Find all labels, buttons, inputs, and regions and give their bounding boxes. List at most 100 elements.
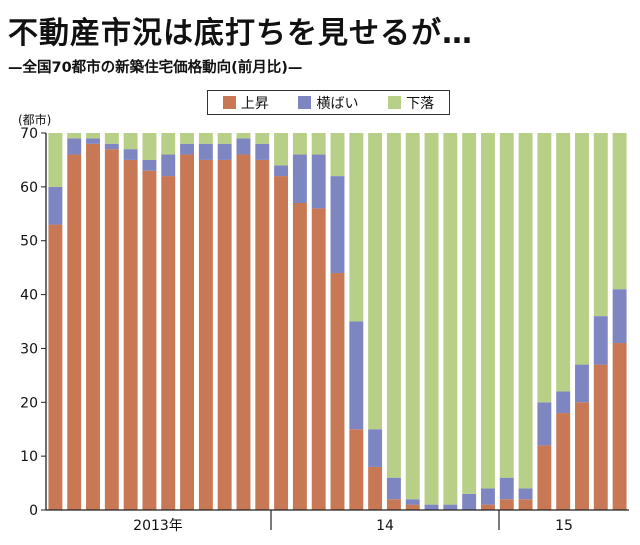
bar-flat-28 bbox=[575, 364, 589, 403]
bar-fall-16 bbox=[349, 133, 364, 322]
bar-fall-22 bbox=[462, 133, 477, 494]
bar-flat-8 bbox=[198, 143, 213, 160]
bar-flat-7 bbox=[180, 143, 195, 155]
legend-item-flat: 横ばい bbox=[298, 93, 358, 113]
bar-flat-22 bbox=[462, 493, 477, 510]
y-tick-label-5: 50 bbox=[20, 234, 38, 250]
bar-rise-9 bbox=[217, 159, 232, 510]
bar-rise-7 bbox=[180, 154, 195, 511]
bar-flat-26 bbox=[537, 402, 552, 446]
bar-fall-30 bbox=[612, 133, 627, 290]
bar-rise-16 bbox=[349, 429, 364, 510]
legend-swatch-rise bbox=[222, 96, 236, 109]
bar-rise-11 bbox=[255, 159, 270, 510]
y-tick-label-0: 0 bbox=[29, 503, 38, 519]
bar-rise-1 bbox=[67, 154, 82, 511]
bar-rise-15 bbox=[330, 273, 345, 510]
bar-rise-30 bbox=[612, 343, 627, 510]
bar-fall-1 bbox=[67, 133, 82, 139]
legend-item-rise: 上昇 bbox=[222, 93, 269, 113]
bar-fall-24 bbox=[499, 133, 514, 478]
bar-fall-18 bbox=[386, 133, 401, 478]
bar-flat-27 bbox=[556, 391, 571, 414]
legend-item-fall: 下落 bbox=[388, 93, 434, 113]
bar-rise-28 bbox=[575, 402, 589, 510]
bar-fall-27 bbox=[556, 133, 571, 392]
bar-rise-12 bbox=[274, 176, 289, 510]
legend-swatch-fall bbox=[388, 96, 402, 109]
bar-flat-1 bbox=[67, 138, 82, 155]
bar-rise-19 bbox=[405, 504, 420, 510]
bar-rise-25 bbox=[518, 499, 533, 510]
bar-rise-17 bbox=[368, 466, 383, 510]
bar-fall-15 bbox=[330, 133, 345, 177]
bar-rise-3 bbox=[104, 149, 119, 510]
bar-flat-30 bbox=[612, 289, 627, 344]
bar-rise-4 bbox=[123, 159, 138, 510]
bar-flat-5 bbox=[142, 159, 157, 171]
y-tick-label-2: 20 bbox=[20, 395, 38, 411]
bar-flat-24 bbox=[499, 477, 514, 500]
y-tick-label-1: 10 bbox=[20, 449, 38, 465]
legend-label-fall: 下落 bbox=[406, 95, 435, 112]
bar-rise-2 bbox=[86, 143, 100, 510]
bar-flat-4 bbox=[123, 149, 138, 160]
year-label-1: 14 bbox=[376, 518, 394, 534]
bar-fall-23 bbox=[480, 133, 495, 489]
y-tick-label-7: 70 bbox=[20, 126, 38, 142]
bar-flat-3 bbox=[104, 143, 119, 150]
bar-fall-11 bbox=[255, 133, 270, 144]
bar-flat-13 bbox=[292, 154, 307, 204]
bar-fall-26 bbox=[537, 133, 552, 403]
bar-rise-0 bbox=[48, 224, 63, 510]
bar-flat-25 bbox=[518, 488, 533, 500]
bar-rise-29 bbox=[593, 364, 608, 510]
y-tick-label-3: 30 bbox=[20, 341, 38, 357]
bar-rise-10 bbox=[236, 154, 251, 511]
bar-flat-11 bbox=[255, 143, 270, 160]
bar-rise-13 bbox=[292, 203, 307, 510]
bar-fall-13 bbox=[292, 133, 307, 155]
bar-flat-0 bbox=[48, 186, 63, 225]
bar-fall-19 bbox=[405, 133, 420, 500]
bar-flat-12 bbox=[274, 165, 289, 177]
bar-fall-10 bbox=[236, 133, 251, 139]
bar-fall-29 bbox=[593, 133, 608, 317]
bar-rise-23 bbox=[480, 504, 495, 510]
bar-flat-14 bbox=[311, 154, 326, 209]
legend-swatch-flat bbox=[298, 96, 312, 109]
bar-rise-26 bbox=[537, 445, 552, 510]
subtitle: —全国70都市の新築住宅価格動向(前月比)— bbox=[8, 60, 303, 76]
bar-flat-17 bbox=[368, 429, 383, 467]
bar-fall-7 bbox=[180, 133, 195, 144]
bar-flat-9 bbox=[217, 143, 232, 160]
bar-fall-3 bbox=[104, 133, 119, 144]
bar-flat-29 bbox=[593, 316, 608, 365]
bar-fall-0 bbox=[48, 133, 63, 187]
y-tick-label-6: 60 bbox=[20, 180, 38, 196]
bar-rise-5 bbox=[142, 170, 157, 510]
year-label-2: 15 bbox=[555, 518, 573, 534]
bar-fall-25 bbox=[518, 133, 533, 489]
bar-fall-2 bbox=[86, 133, 100, 139]
bar-fall-5 bbox=[142, 133, 157, 160]
bar-fall-17 bbox=[368, 133, 383, 430]
bar-rise-24 bbox=[499, 499, 514, 510]
bar-fall-14 bbox=[311, 133, 326, 155]
bar-fall-8 bbox=[198, 133, 213, 144]
legend-label-rise: 上昇 bbox=[240, 95, 269, 112]
headline: 不動産市況は底打ちを見せるが… bbox=[8, 16, 473, 51]
bar-flat-10 bbox=[236, 138, 251, 155]
bar-flat-21 bbox=[443, 504, 458, 510]
bar-flat-6 bbox=[161, 154, 176, 177]
bar-fall-20 bbox=[424, 133, 439, 505]
bar-rise-27 bbox=[556, 413, 571, 510]
bar-fall-28 bbox=[575, 133, 589, 365]
bar-fall-6 bbox=[161, 133, 176, 155]
bar-flat-15 bbox=[330, 176, 345, 274]
bar-flat-18 bbox=[386, 477, 401, 500]
bar-rise-8 bbox=[198, 159, 213, 510]
year-label-0: 2013年 bbox=[133, 518, 183, 534]
y-tick-label-4: 40 bbox=[20, 288, 38, 304]
